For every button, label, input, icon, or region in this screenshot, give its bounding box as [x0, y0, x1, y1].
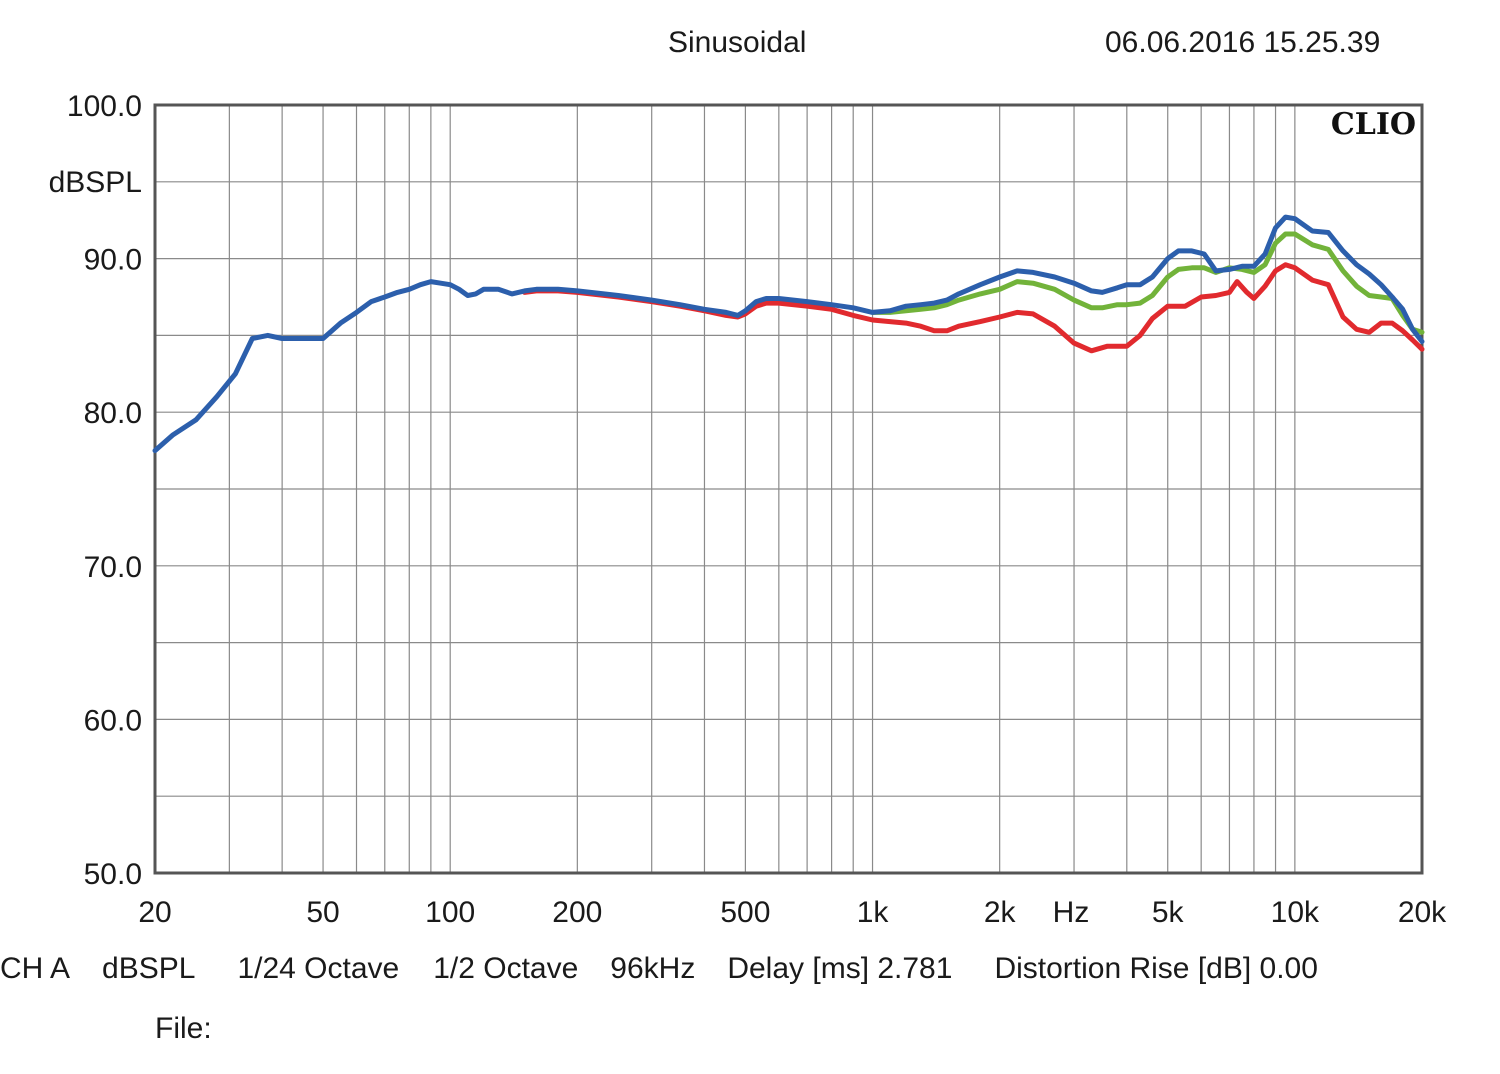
series-line-blue	[152, 214, 1425, 454]
timestamp: 06.06.2016 15.25.39	[1105, 26, 1381, 59]
x-tick-label: 2k	[984, 896, 1017, 929]
y-tick-label: 50.0	[84, 858, 142, 891]
x-axis-ticks: 20 50 100 200 500 1k 2k 5k 10k 20k	[138, 896, 1447, 929]
resolution-label: 1/24 Octave	[237, 952, 400, 985]
channel-label: CH A	[0, 952, 71, 985]
x-tick-label: 100	[425, 896, 475, 929]
x-tick-label: 50	[306, 896, 339, 929]
file-label: File:	[155, 1012, 212, 1045]
x-tick-label: 10k	[1271, 896, 1320, 929]
y-tick-label: 100.0	[67, 90, 142, 123]
chart-title: Sinusoidal	[668, 26, 807, 59]
series-line-red	[522, 262, 1425, 354]
y-tick-label: 80.0	[84, 397, 142, 430]
y-tick-label: 60.0	[84, 704, 142, 737]
sample-rate-label: 96kHz	[610, 952, 696, 985]
unit-label: dBSPL	[102, 952, 196, 985]
y-axis-label: dBSPL	[49, 166, 142, 199]
y-tick-label: 90.0	[84, 244, 142, 277]
series-group	[152, 214, 1425, 454]
distortion-label: Distortion Rise [dB] 0.00	[994, 952, 1318, 985]
plot-frame	[153, 103, 1424, 875]
x-tick-label: 1k	[857, 896, 890, 929]
x-axis-label: Hz	[1053, 896, 1090, 929]
x-tick-label: 200	[552, 896, 602, 929]
y-tick-label: 70.0	[84, 551, 142, 584]
x-tick-label: 20	[138, 896, 171, 929]
smoothing-label: 1/2 Octave	[433, 952, 579, 985]
series-line-green	[870, 231, 1425, 335]
x-tick-label: 20k	[1398, 896, 1447, 929]
footer-info: CH A dBSPL 1/24 Octave 1/2 Octave 96kHz Delay…	[0, 952, 1318, 986]
delay-label: Delay [ms] 2.781	[727, 952, 953, 985]
x-tick-label: 5k	[1152, 896, 1185, 929]
clio-logo: CLIO	[1331, 107, 1416, 142]
grid	[155, 105, 1422, 873]
y-axis-ticks: 50.0 60.0 70.0 80.0 90.0 100.0	[67, 90, 142, 891]
x-tick-label: 500	[720, 896, 770, 929]
